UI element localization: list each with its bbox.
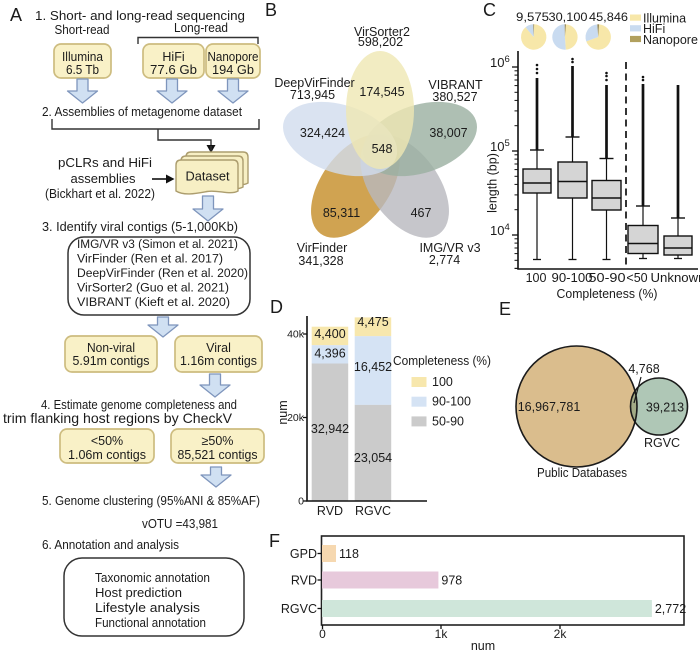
- svg-text:length (bp): length (bp): [486, 153, 500, 213]
- svg-text:Host prediction: Host prediction: [95, 585, 182, 600]
- svg-text:713,945: 713,945: [290, 88, 335, 102]
- svg-text:Long-read: Long-read: [174, 21, 228, 35]
- svg-text:194 Gb: 194 Gb: [212, 63, 254, 77]
- svg-text:Illumina: Illumina: [62, 50, 103, 64]
- svg-text:1k: 1k: [435, 627, 449, 641]
- svg-text:90-100: 90-100: [552, 271, 593, 285]
- svg-text:RVD: RVD: [317, 504, 343, 518]
- svg-text:85,311: 85,311: [323, 206, 360, 220]
- svg-text:Lifestyle analysis: Lifestyle analysis: [95, 600, 201, 615]
- svg-text:B: B: [265, 0, 277, 20]
- svg-text:100: 100: [432, 375, 453, 389]
- svg-text:100: 100: [526, 271, 547, 285]
- svg-text:90-100: 90-100: [432, 395, 471, 409]
- svg-text:IMG/VR v3 (Simon et al. 2021): IMG/VR v3 (Simon et al. 2021): [77, 237, 238, 251]
- svg-text:VirFinder: VirFinder: [297, 241, 347, 255]
- svg-text:9,575: 9,575: [516, 10, 549, 24]
- svg-text:50-90: 50-90: [589, 271, 626, 285]
- svg-text:A: A: [10, 5, 22, 25]
- svg-text:0: 0: [319, 627, 326, 641]
- svg-text:4,396: 4,396: [314, 347, 345, 361]
- svg-text:C: C: [483, 0, 496, 20]
- svg-text:118: 118: [339, 547, 359, 561]
- svg-text:16,967,781: 16,967,781: [518, 400, 581, 414]
- svg-text:HiFi: HiFi: [162, 50, 184, 64]
- svg-text:vOTU =43,981: vOTU =43,981: [142, 516, 218, 531]
- svg-text:3. Identify viral contigs (5-1: 3. Identify viral contigs (5-1,000Kb): [42, 219, 238, 234]
- svg-text:85,521 contigs: 85,521 contigs: [178, 448, 258, 462]
- svg-text:40k: 40k: [287, 329, 305, 341]
- svg-text:467: 467: [411, 206, 432, 220]
- svg-text:174,545: 174,545: [359, 85, 404, 99]
- svg-text:380,527: 380,527: [432, 90, 477, 104]
- svg-text:39,213: 39,213: [646, 401, 684, 415]
- svg-text:2k: 2k: [554, 627, 568, 641]
- svg-text:trim flanking host regions by: trim flanking host regions by CheckV: [3, 410, 233, 426]
- svg-text:30,100: 30,100: [549, 10, 588, 24]
- svg-text:Short-read: Short-read: [55, 23, 110, 37]
- svg-text:4,768: 4,768: [628, 362, 659, 376]
- svg-text:<50%: <50%: [91, 434, 123, 448]
- svg-text:Nanopore: Nanopore: [643, 33, 698, 47]
- svg-text:598,202: 598,202: [358, 35, 403, 49]
- svg-text:77.6 Gb: 77.6 Gb: [150, 63, 197, 77]
- svg-text:F: F: [269, 531, 280, 551]
- svg-text:(Bickhart et al. 2022): (Bickhart et al. 2022): [45, 186, 155, 201]
- svg-text:341,328: 341,328: [298, 254, 343, 268]
- svg-text:pCLRs and HiFi: pCLRs and HiFi: [58, 155, 152, 170]
- svg-text:assemblies: assemblies: [70, 171, 136, 186]
- svg-text:RGVC: RGVC: [644, 436, 680, 450]
- svg-text:32,942: 32,942: [311, 422, 349, 436]
- svg-text:GPD: GPD: [290, 547, 317, 561]
- svg-text:VirSorter2 (Guo et al. 2021): VirSorter2 (Guo et al. 2021): [77, 281, 229, 295]
- svg-text:324,424: 324,424: [300, 126, 345, 140]
- svg-text:1.06m contigs: 1.06m contigs: [68, 448, 146, 462]
- svg-text:DeepVirFinder (Ren et al. 2020: DeepVirFinder (Ren et al. 2020): [77, 266, 248, 280]
- svg-text:1.16m contigs: 1.16m contigs: [180, 354, 257, 368]
- svg-text:Non-viral: Non-viral: [87, 341, 135, 355]
- svg-text:≥50%: ≥50%: [202, 434, 234, 448]
- svg-text:548: 548: [372, 142, 393, 156]
- svg-text:978: 978: [441, 573, 462, 587]
- svg-text:RVD: RVD: [291, 573, 317, 587]
- svg-text:D: D: [270, 297, 283, 317]
- svg-text:<50: <50: [626, 271, 647, 285]
- svg-text:Public Databases: Public Databases: [537, 465, 627, 480]
- svg-text:VIBRANT (Kieft et al. 2020): VIBRANT (Kieft et al. 2020): [77, 295, 230, 309]
- svg-text:Nanopore: Nanopore: [208, 50, 259, 64]
- svg-text:4,475: 4,475: [357, 315, 388, 329]
- svg-text:2,774: 2,774: [429, 253, 460, 267]
- svg-text:Dataset: Dataset: [186, 169, 230, 184]
- svg-text:Completeness (%): Completeness (%): [393, 354, 491, 368]
- svg-text:4,400: 4,400: [314, 327, 345, 341]
- svg-text:E: E: [499, 299, 511, 319]
- svg-text:Completeness (%): Completeness (%): [557, 287, 658, 301]
- svg-text:num: num: [471, 639, 495, 653]
- svg-text:16,452: 16,452: [354, 360, 392, 374]
- svg-text:RGVC: RGVC: [281, 602, 317, 616]
- svg-text:RGVC: RGVC: [355, 504, 391, 518]
- svg-text:5.91m contigs: 5.91m contigs: [73, 354, 150, 368]
- svg-text:Functional annotation: Functional annotation: [95, 615, 206, 630]
- svg-text:6. Annotation and analysis: 6. Annotation and analysis: [42, 537, 179, 552]
- svg-text:38,007: 38,007: [429, 126, 467, 140]
- svg-text:45,846: 45,846: [589, 10, 628, 24]
- svg-text:5. Genome clustering (95%ANI &: 5. Genome clustering (95%ANI & 85%AF): [42, 493, 260, 508]
- svg-text:VirFinder (Ren et al. 2017): VirFinder (Ren et al. 2017): [77, 252, 223, 266]
- svg-text:Unknown: Unknown: [651, 271, 700, 285]
- svg-text:2,772: 2,772: [655, 602, 686, 616]
- svg-text:Taxonomic annotation: Taxonomic annotation: [95, 570, 210, 585]
- svg-text:Viral: Viral: [206, 341, 231, 355]
- svg-text:6.5 Tb: 6.5 Tb: [66, 63, 99, 77]
- svg-text:2. Assemblies of metagenome da: 2. Assemblies of metagenome dataset: [42, 104, 242, 119]
- svg-text:0: 0: [298, 496, 304, 508]
- svg-text:50-90: 50-90: [432, 414, 464, 428]
- svg-text:num: num: [276, 400, 290, 424]
- svg-text:23,054: 23,054: [354, 451, 392, 465]
